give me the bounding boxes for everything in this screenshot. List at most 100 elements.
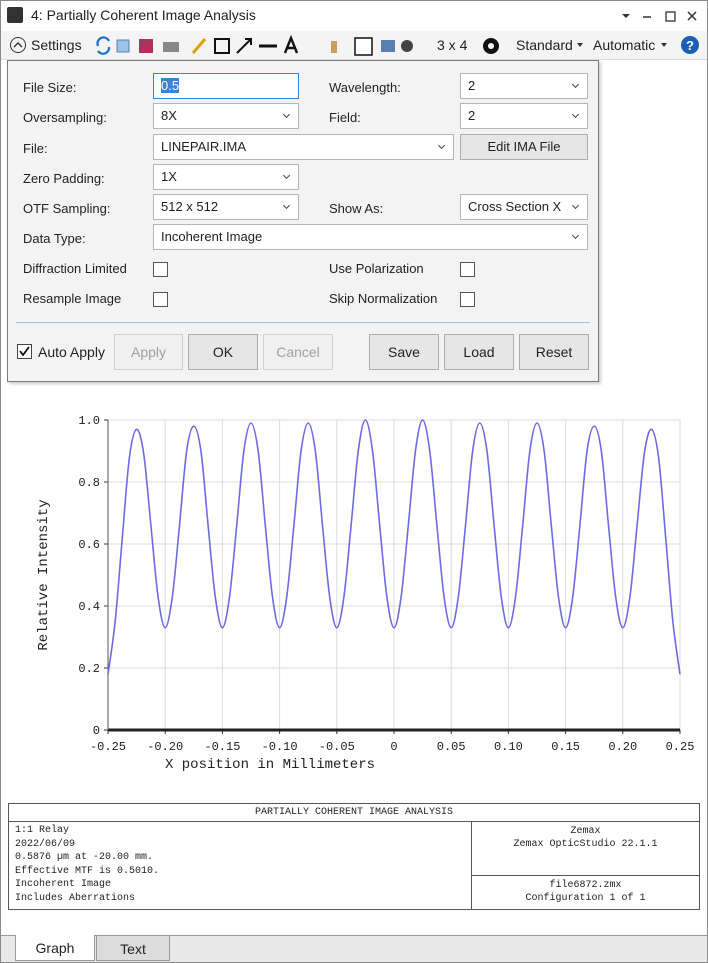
checkbox[interactable] (460, 262, 475, 277)
field-label: File Size: (23, 80, 77, 95)
reset-button[interactable]: Reset (519, 334, 589, 370)
field-label: OTF Sampling: (23, 201, 111, 216)
window-icon[interactable] (381, 40, 395, 52)
y-tick-label: 0.6 (78, 538, 100, 552)
window-controls (622, 11, 697, 22)
product: Zemax OpticStudio 22.1.1 (513, 839, 658, 850)
y-tick-label: 0 (93, 724, 100, 738)
note: 1:1 Relay (15, 825, 70, 836)
company-info: Zemax Zemax OpticStudio 22.1.1 (472, 825, 699, 851)
field-label: Show As: (329, 201, 384, 216)
note: 0.5876 µm at -20.00 mm. (15, 852, 154, 864)
text-icon[interactable] (283, 35, 299, 54)
save-icon[interactable] (139, 39, 153, 53)
close[interactable] (687, 11, 697, 21)
y-tick-label: 1.0 (78, 414, 100, 428)
chart: X position in Millimeters Relative Inten… (36, 414, 695, 773)
x-tick-label: -0.25 (90, 740, 126, 754)
standard-menu[interactable]: Standard (516, 37, 573, 53)
divider (471, 875, 699, 876)
x-tick-label: 0.05 (437, 740, 466, 754)
dropdown-arrow (577, 43, 583, 47)
auto-apply-label: Auto Apply (38, 344, 105, 360)
x-tick-label: -0.10 (262, 740, 298, 754)
data-type-select[interactable]: Incoherent Image (153, 224, 588, 250)
settings-label[interactable]: Settings (31, 37, 82, 53)
separator (16, 322, 590, 323)
settings-panel: File Size: 0.5 Wavelength: 2 Oversamplin… (7, 60, 599, 382)
y-axis-label: Relative Intensity (36, 499, 52, 650)
otf-sampling-select[interactable]: 512 x 512 (153, 194, 299, 220)
ok-button[interactable]: OK (188, 334, 258, 370)
checkbox-label: Skip Normalization (329, 291, 438, 306)
wavelength-select[interactable]: 2 (460, 73, 588, 99)
cancel-button[interactable]: Cancel (263, 334, 333, 370)
text-tab[interactable]: Text (96, 935, 170, 961)
note: 2022/06/09 (15, 838, 76, 850)
configuration: Configuration 1 of 1 (525, 893, 646, 904)
field-label: Oversampling: (23, 110, 107, 125)
x-tick-label: 0.20 (608, 740, 637, 754)
file-size-input[interactable]: 0.5 (153, 73, 299, 99)
load-button[interactable]: Load (444, 334, 514, 370)
field-label: Zero Padding: (23, 171, 105, 186)
info-box: PARTIALLY COHERENT IMAGE ANALYSIS 1:1 Re… (8, 803, 700, 910)
settings-toggle[interactable] (9, 36, 27, 54)
data-line (107, 419, 681, 675)
lock-icon[interactable] (331, 41, 337, 53)
save-button[interactable]: Save (369, 334, 439, 370)
x-tick-label: -0.20 (147, 740, 183, 754)
edit-ima-button[interactable]: Edit IMA File (460, 134, 588, 160)
automatic-menu[interactable]: Automatic (593, 37, 656, 53)
rect-icon[interactable] (214, 38, 230, 54)
layout-label[interactable]: 3 x 4 (437, 37, 468, 53)
title-bar: 4: Partially Coherent Image Analysis (1, 1, 707, 30)
divider (471, 821, 472, 909)
field-label: File: (23, 141, 48, 156)
toolbar-icons (96, 35, 413, 56)
layout-icon[interactable] (354, 37, 373, 56)
x-tick-label: -0.05 (319, 740, 355, 754)
x-tick-label: 0 (390, 740, 397, 754)
apply-button[interactable]: Apply (114, 334, 183, 370)
y-tick-label: 0.2 (78, 662, 100, 676)
file-info: file6872.zmx Configuration 1 of 1 (472, 879, 699, 905)
auto-apply-checkbox[interactable] (17, 344, 33, 360)
app-icon (7, 7, 23, 23)
field-label: Field: (329, 110, 361, 125)
menu-arrow[interactable] (622, 14, 630, 18)
show-as-select[interactable]: Cross Section X (460, 194, 588, 220)
oversampling-select[interactable]: 8X (153, 103, 299, 129)
company: Zemax (570, 826, 601, 837)
pencil-icon[interactable] (191, 38, 207, 54)
layers-icon[interactable] (401, 40, 413, 52)
maximize[interactable] (665, 11, 676, 22)
refresh-icon[interactable] (96, 36, 111, 55)
svg-text:?: ? (686, 38, 694, 53)
field-label: Data Type: (23, 231, 86, 246)
note: Effective MTF is 0.5010. (15, 865, 160, 877)
help-icon[interactable]: ? (680, 35, 700, 55)
checkbox[interactable] (460, 292, 475, 307)
x-axis-label: X position in Millimeters (165, 757, 375, 773)
zero-padding-select[interactable]: 1X (153, 164, 299, 190)
field-select[interactable]: 2 (460, 103, 588, 129)
y-tick-label: 0.8 (78, 476, 100, 490)
checkbox[interactable] (153, 292, 168, 307)
checkbox-label: Diffraction Limited (23, 261, 127, 276)
file-select[interactable]: LINEPAIR.IMA (153, 134, 454, 160)
rotate-icon[interactable] (481, 36, 501, 56)
checkbox-label: Resample Image (23, 291, 122, 306)
x-tick-label: 0.25 (666, 740, 695, 754)
info-title: PARTIALLY COHERENT IMAGE ANALYSIS (254, 807, 454, 818)
checkbox[interactable] (153, 262, 168, 277)
print-icon[interactable] (163, 42, 179, 52)
x-tick-label: -0.15 (204, 740, 240, 754)
graph-tab[interactable]: Graph (15, 935, 95, 961)
arrow-icon[interactable] (236, 38, 252, 54)
copy-icon[interactable] (116, 39, 130, 53)
dropdown-arrow (661, 43, 667, 47)
checkbox-label: Use Polarization (329, 261, 424, 276)
note: Includes Aberrations (15, 892, 136, 904)
